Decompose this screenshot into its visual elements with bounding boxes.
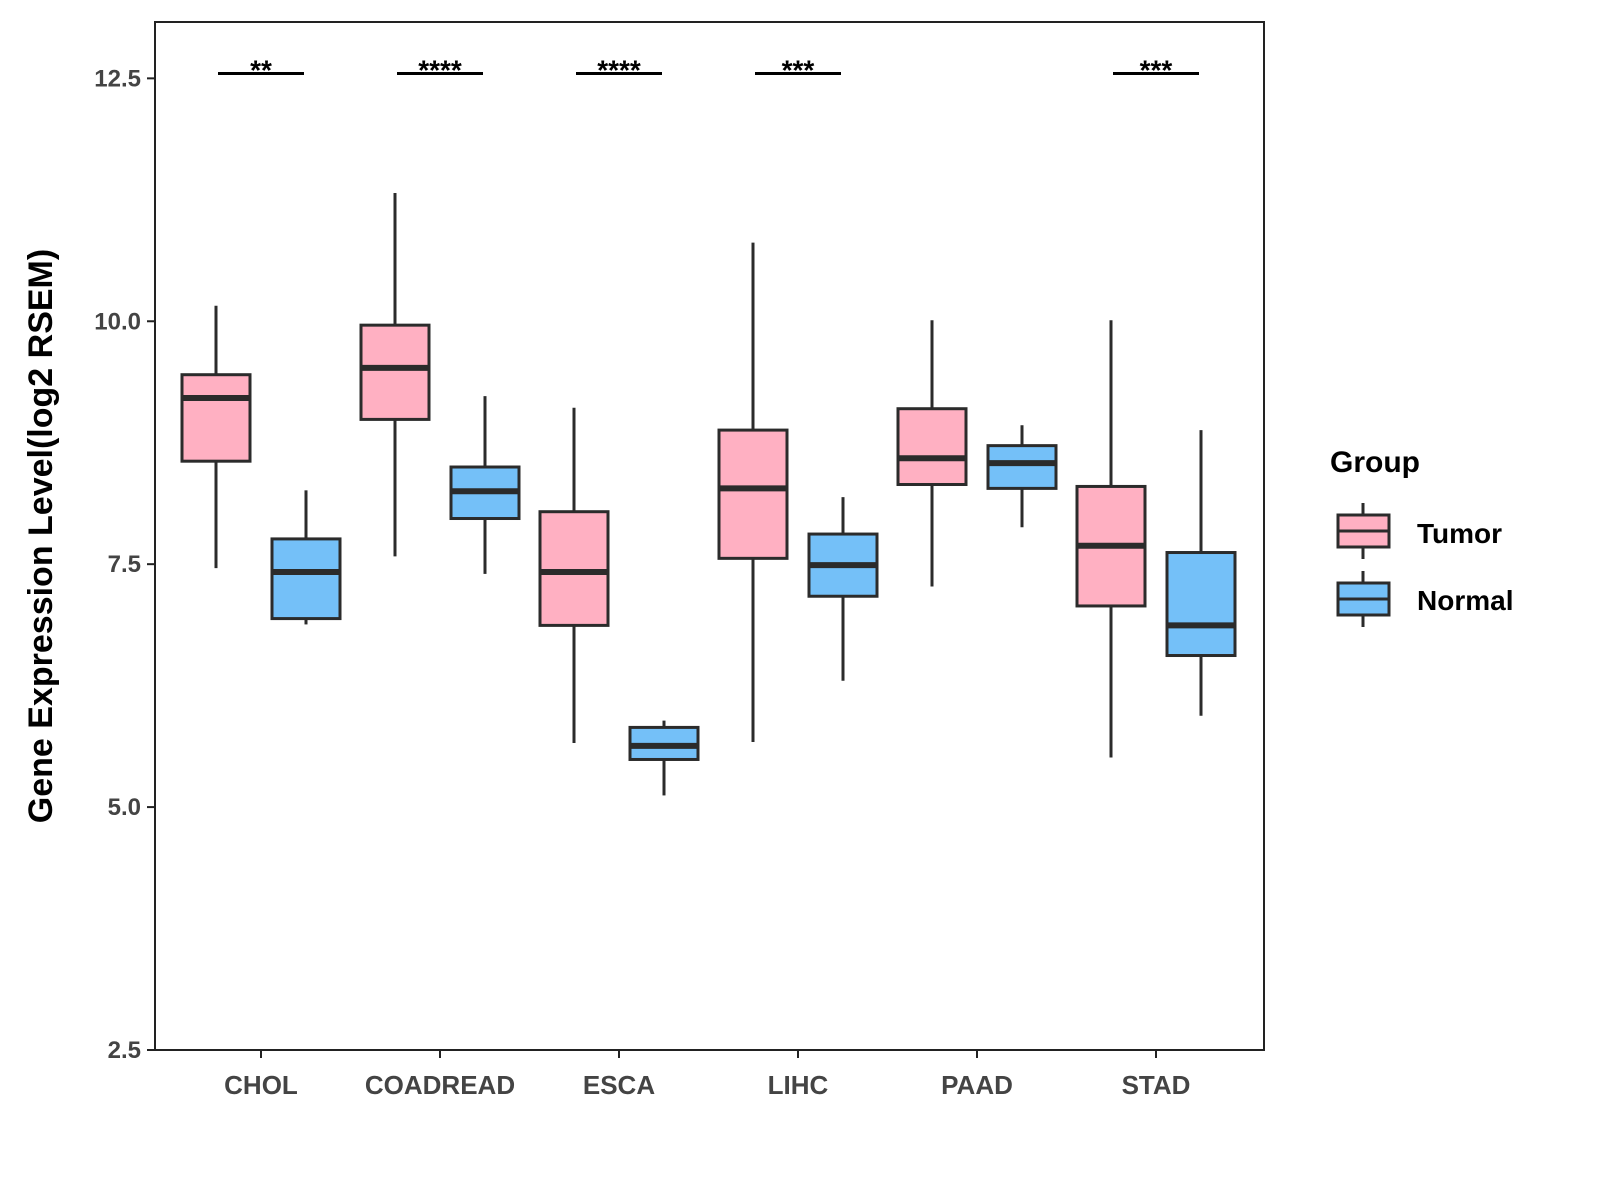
box-iqr: [896, 407, 968, 487]
legend-label-tumor: Tumor: [1417, 518, 1502, 549]
box-tumor-esca: [538, 407, 610, 743]
y-tick-label: 5.0: [108, 794, 141, 821]
box-iqr: [717, 428, 789, 560]
x-tick-label: STAD: [1122, 1070, 1191, 1100]
box-normal-paad: [986, 425, 1058, 528]
y-tick-label: 2.5: [108, 1037, 141, 1064]
box-tumor-paad: [896, 320, 968, 587]
significance-label: ****: [597, 54, 641, 85]
box-tumor-lihc: [717, 242, 789, 742]
x-tick-label: LIHC: [768, 1070, 829, 1100]
box-iqr: [1165, 551, 1237, 658]
legend-label-normal: Normal: [1417, 585, 1513, 616]
box-tumor-coadread: [359, 193, 431, 557]
legend-key-normal: [1336, 571, 1391, 627]
significance-label: ***: [1140, 54, 1173, 85]
y-tick-label: 12.5: [94, 65, 141, 92]
box-tumor-stad: [1075, 320, 1147, 758]
box-iqr: [270, 537, 342, 621]
box-normal-chol: [270, 490, 342, 625]
box-iqr: [986, 444, 1058, 490]
significance-label: ***: [782, 54, 815, 85]
x-tick-label: ESCA: [583, 1070, 655, 1100]
significance-label: **: [250, 54, 272, 85]
x-tick-label: COADREAD: [365, 1070, 515, 1100]
box-iqr: [180, 373, 252, 463]
box-normal-esca: [628, 720, 700, 796]
y-tick-label: 7.5: [108, 551, 141, 578]
y-axis-label: Gene Expression Level(log2 RSEM): [22, 249, 60, 823]
box-iqr: [538, 510, 610, 627]
box-tumor-chol: [180, 305, 252, 569]
legend-key-tumor: [1336, 503, 1391, 559]
legend: Group Tumor Normal: [1330, 446, 1513, 627]
x-tick-label: PAAD: [941, 1070, 1013, 1100]
x-tick-label: CHOL: [224, 1070, 298, 1100]
significance-label: ****: [418, 54, 462, 85]
box-normal-lihc: [807, 497, 879, 681]
box-normal-coadread: [449, 396, 521, 574]
y-tick-label: 10.0: [94, 308, 141, 335]
legend-title: Group: [1330, 446, 1420, 479]
box-normal-stad: [1165, 430, 1237, 716]
box-iqr: [359, 323, 431, 421]
